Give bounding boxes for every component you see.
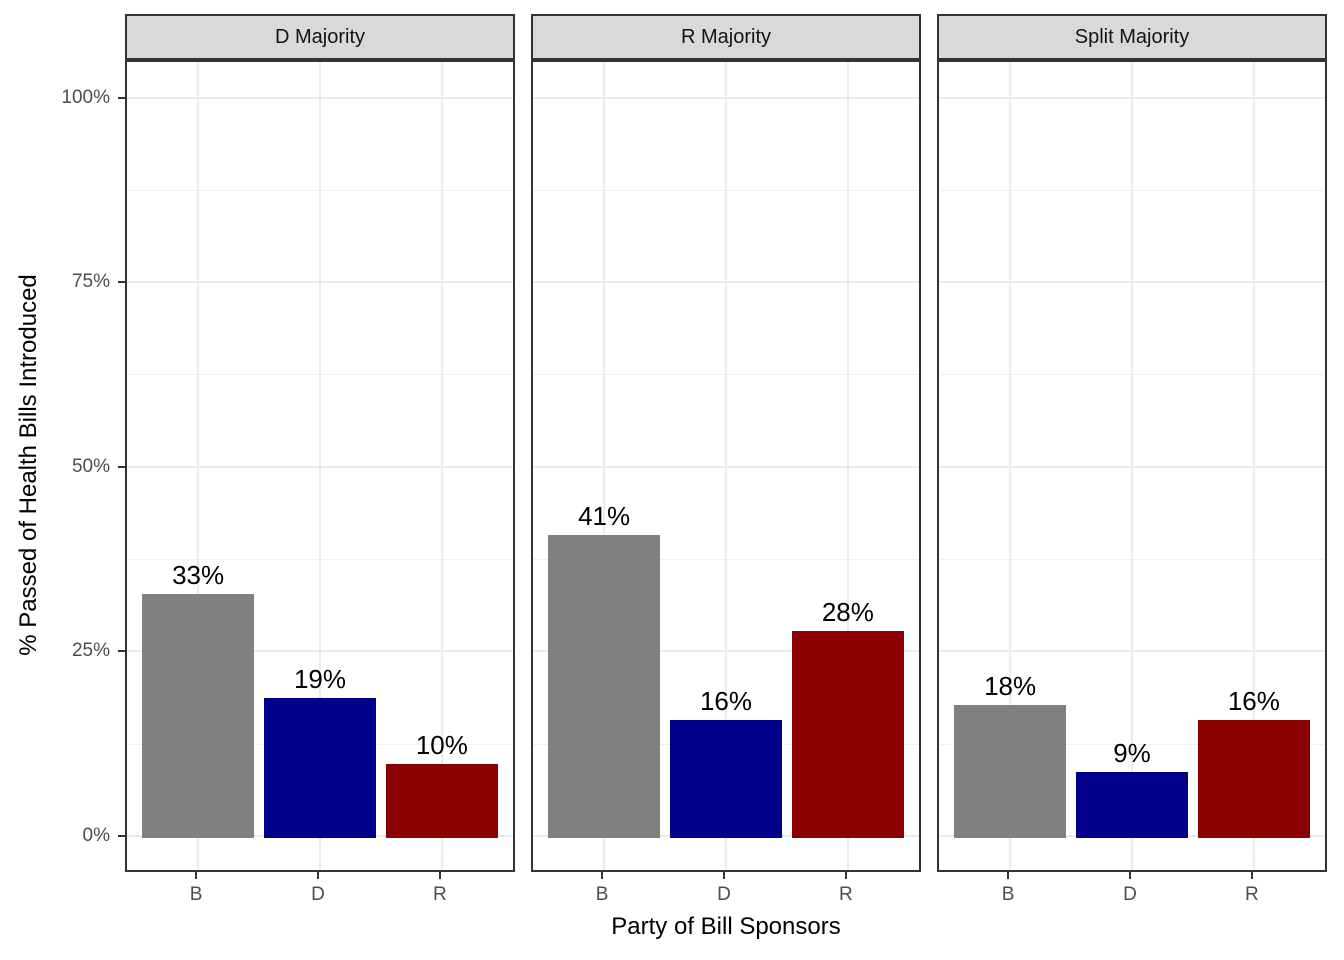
x-axis-title: Party of Bill Sponsors xyxy=(611,913,841,940)
bar-value-label: 19% xyxy=(293,663,347,694)
x-tick-label: D xyxy=(311,884,325,905)
x-tick-label: R xyxy=(839,884,853,905)
bar-R xyxy=(791,631,904,838)
bar-value-label: 16% xyxy=(1227,685,1280,716)
x-tick-label: B xyxy=(1001,884,1015,905)
gridline-major-v xyxy=(440,62,443,870)
x-tick-label: B xyxy=(595,884,609,905)
y-tick-mark xyxy=(118,465,125,468)
facet-strip-label: R Majority xyxy=(680,25,771,48)
x-tick-label: R xyxy=(1245,884,1259,905)
y-tick-label: 0% xyxy=(82,825,110,846)
bar-D xyxy=(670,719,782,838)
facet-strip: R Majority xyxy=(531,14,921,60)
bar-value-label: 28% xyxy=(821,597,874,628)
bar-R xyxy=(385,764,498,838)
bar-value-label: 18% xyxy=(984,671,1037,702)
bar-R xyxy=(1197,719,1310,838)
bar-B xyxy=(142,594,255,838)
gridline-major-v xyxy=(1009,62,1012,870)
x-tick-mark xyxy=(1007,872,1010,879)
y-tick-label: 50% xyxy=(71,455,110,477)
gridline-major-v xyxy=(1252,62,1255,870)
y-tick-mark xyxy=(118,835,125,837)
x-tick-mark xyxy=(844,872,847,879)
x-tick-mark xyxy=(195,872,198,879)
bar-D xyxy=(1076,771,1188,838)
x-tick-label: D xyxy=(1123,884,1137,905)
bar-D xyxy=(264,697,376,838)
x-tick-label: B xyxy=(189,884,203,905)
y-tick-mark xyxy=(118,96,125,99)
y-tick-label: 100% xyxy=(61,86,110,108)
facet-panel: 18% 9% 16% xyxy=(937,60,1327,872)
gridline-major-v xyxy=(846,62,849,870)
gridline-major-v xyxy=(197,62,200,870)
bar-value-label: 16% xyxy=(699,685,753,716)
gridline-major-v xyxy=(1131,62,1133,870)
bar-value-label: 33% xyxy=(172,560,225,591)
y-tick-label: 75% xyxy=(71,271,110,293)
facet-strip: D Majority xyxy=(125,14,515,60)
bar-value-label: 10% xyxy=(415,730,468,761)
facet-strip: Split Majority xyxy=(937,14,1327,60)
y-tick-label: 25% xyxy=(71,640,110,662)
bar-B xyxy=(954,705,1067,838)
facet-panel: 33% 19% 10% xyxy=(125,60,515,872)
facet-strip-label: Split Majority xyxy=(1074,25,1190,48)
x-tick-mark xyxy=(317,872,319,879)
x-tick-label: R xyxy=(433,884,447,905)
gridline-major-v xyxy=(725,62,727,870)
gridline-major-v xyxy=(603,62,606,870)
y-tick-mark xyxy=(118,650,125,653)
x-tick-label: D xyxy=(717,884,731,905)
x-tick-mark xyxy=(601,872,604,879)
bar-B xyxy=(548,535,661,838)
x-tick-mark xyxy=(1129,872,1131,879)
facet-strip-label: D Majority xyxy=(274,25,365,48)
gridline-major-v xyxy=(319,62,321,870)
x-tick-mark xyxy=(1250,872,1253,879)
facet-panel: 41% 16% 28% xyxy=(531,60,921,872)
x-tick-mark xyxy=(438,872,441,879)
bar-value-label: 41% xyxy=(578,501,631,532)
bar-value-label: 9% xyxy=(1113,737,1151,768)
y-tick-mark xyxy=(118,281,125,284)
x-tick-mark xyxy=(723,872,725,879)
